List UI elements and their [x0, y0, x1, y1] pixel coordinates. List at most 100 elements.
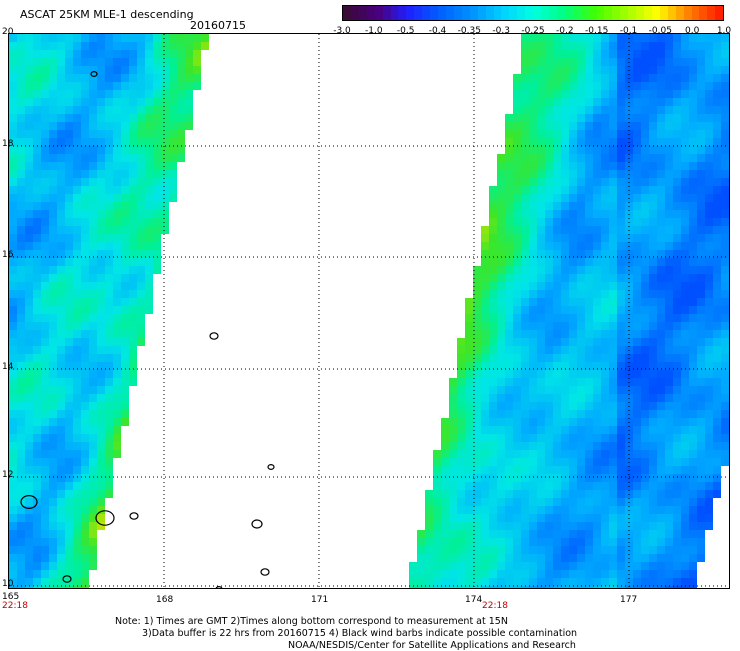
swath-cell [65, 170, 73, 178]
swath-cell [617, 266, 625, 274]
swath-cell [697, 386, 705, 394]
swath-cell [577, 194, 585, 202]
swath-cell [57, 546, 65, 554]
swath-cell [593, 458, 601, 466]
swath-cell [649, 442, 657, 450]
swath-cell [505, 298, 513, 306]
swath-cell [81, 418, 89, 426]
swath-cell [689, 490, 697, 498]
swath-cell [521, 426, 529, 434]
swath-cell [577, 106, 585, 114]
swath-cell [481, 362, 489, 370]
swath-cell [585, 138, 593, 146]
swath-cell [529, 50, 537, 58]
swath-cell [113, 266, 121, 274]
swath-cell [537, 194, 545, 202]
swath-cell [465, 442, 473, 450]
swath-cell [521, 138, 529, 146]
swath-cell [49, 290, 57, 298]
swath-cell [537, 522, 545, 530]
swath-cell [633, 282, 641, 290]
swath-cell [41, 178, 49, 186]
swath-cell [609, 530, 617, 538]
swath-cell [545, 498, 553, 506]
colorbar-segment [438, 6, 446, 20]
swath-cell [65, 242, 73, 250]
swath-cell [489, 442, 497, 450]
swath-cell [17, 298, 25, 306]
swath-cell [57, 218, 65, 226]
swath-cell [481, 354, 489, 362]
swath-cell [97, 146, 105, 154]
swath-cell [113, 322, 121, 330]
swath-cell [105, 394, 113, 402]
swath-cell [593, 562, 601, 570]
swath-cell [593, 538, 601, 546]
swath-cell [585, 338, 593, 346]
swath-cell [569, 266, 577, 274]
swath-cell [57, 498, 65, 506]
swath-cell [633, 378, 641, 386]
swath-cell [73, 426, 81, 434]
swath-cell [545, 82, 553, 90]
swath-cell [449, 546, 457, 554]
swath-cell [689, 210, 697, 218]
swath-cell [497, 418, 505, 426]
swath-cell [689, 250, 697, 258]
swath-cell [9, 530, 17, 538]
swath-cell [569, 170, 577, 178]
swath-cell [569, 290, 577, 298]
swath-cell [89, 378, 97, 386]
swath-cell [609, 50, 617, 58]
colorbar-segment [715, 6, 724, 20]
swath-cell [561, 178, 569, 186]
swath-cell [449, 434, 457, 442]
swath-cell [25, 426, 33, 434]
swath-cell [649, 202, 657, 210]
swath-cell [537, 282, 545, 290]
swath-cell [689, 258, 697, 266]
swath-cell [441, 418, 449, 426]
swath-cell [721, 130, 729, 138]
swath-cell [185, 106, 193, 114]
swath-cell [601, 402, 609, 410]
swath-cell [521, 154, 529, 162]
swath-cell [729, 170, 730, 178]
swath-cell [49, 490, 57, 498]
swath-cell [33, 330, 41, 338]
swath-cell [41, 386, 49, 394]
swath-cell [161, 50, 169, 58]
swath-cell [585, 546, 593, 554]
swath-cell [49, 66, 57, 74]
swath-cell [481, 306, 489, 314]
swath-cell [449, 498, 457, 506]
swath-cell [537, 122, 545, 130]
swath-cell [105, 386, 113, 394]
swath-cell [521, 74, 529, 82]
swath-cell [617, 242, 625, 250]
swath-cell [89, 434, 97, 442]
swath-cell [649, 562, 657, 570]
swath-cell [41, 322, 49, 330]
swath-cell [529, 354, 537, 362]
swath-cell [81, 218, 89, 226]
swath-cell [81, 346, 89, 354]
swath-cell [33, 58, 41, 66]
swath-cell [89, 178, 97, 186]
swath-cell [681, 154, 689, 162]
swath-cell [57, 578, 65, 586]
swath-cell [553, 210, 561, 218]
island-outline [62, 575, 72, 583]
swath-cell [169, 42, 177, 50]
swath-cell [17, 442, 25, 450]
swath-cell [713, 82, 721, 90]
swath-cell [65, 546, 73, 554]
swath-cell [689, 402, 697, 410]
swath-cell [33, 530, 41, 538]
swath-cell [121, 218, 129, 226]
swath-cell [593, 506, 601, 514]
swath-cell [57, 258, 65, 266]
swath-cell [73, 162, 81, 170]
swath-cell [553, 66, 561, 74]
swath-cell [673, 66, 681, 74]
